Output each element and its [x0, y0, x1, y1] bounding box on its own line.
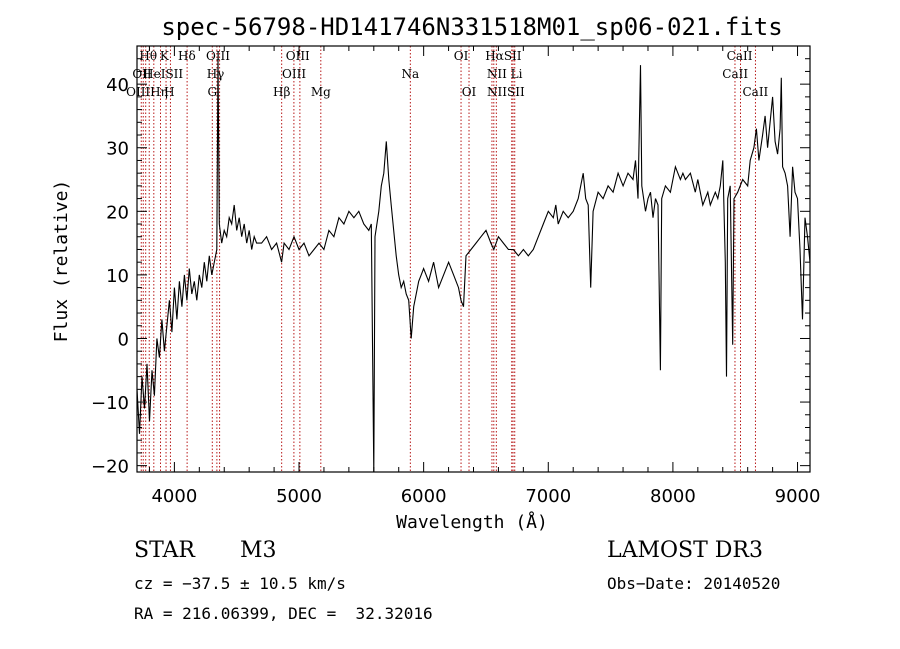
x-tick-label: 5000 — [276, 486, 322, 507]
line-marker-label: CaII — [742, 85, 768, 99]
y-tick-label: 40 — [106, 75, 129, 96]
spectrum-line — [136, 58, 811, 473]
redshift-velocity: cz = −37.5 ± 10.5 km/s — [134, 574, 346, 593]
chart-title: spec-56798-HD141746N331518M01_sp06-021.f… — [161, 13, 782, 41]
line-marker-label: OIIIHη — [126, 85, 168, 99]
y-tick-label: 0 — [118, 329, 129, 350]
line-marker-label: OI — [454, 49, 469, 63]
y-tick-label: 20 — [106, 202, 129, 223]
x-tick-label: 8000 — [650, 486, 696, 507]
line-marker-label: HeISII — [143, 67, 183, 81]
x-tick-label: 4000 — [151, 486, 197, 507]
line-marker-label: Hβ — [273, 85, 290, 99]
spectrum-chart: spec-56798-HD141746N331518M01_sp06-021.f… — [51, 13, 821, 533]
line-marker-label: Hθ — [139, 49, 157, 63]
line-marker-label: Mg — [311, 85, 331, 99]
coordinates: RA = 216.06399, DEC = 32.32016 — [134, 604, 433, 623]
line-marker-label: OIII — [286, 49, 310, 63]
line-marker-label: HαSII — [485, 49, 522, 63]
line-marker-label: NIISII — [487, 85, 525, 99]
line-marker-label: K — [160, 49, 170, 63]
y-tick-label: 30 — [106, 139, 129, 160]
line-marker-label: CaII — [722, 67, 748, 81]
observation-date: Obs−Date: 20140520 — [607, 574, 781, 593]
line-marker-label: OIII — [282, 67, 306, 81]
x-tick-label: 7000 — [525, 486, 571, 507]
object-class: STAR — [134, 538, 195, 563]
plot-frame — [136, 45, 811, 473]
line-marker-label: NII Li — [487, 67, 523, 81]
y-axis-title: Flux (relative) — [51, 180, 72, 343]
x-axis-title: Wavelength (Å) — [396, 511, 548, 533]
line-marker-label: OI — [462, 85, 477, 99]
line-markers — [140, 46, 756, 472]
x-axis: 4000 5000 6000 7000 8000 9000 — [148, 46, 821, 507]
line-marker-label: Hδ — [178, 49, 196, 63]
line-marker-label: G — [207, 85, 217, 99]
y-tick-label: −10 — [91, 393, 129, 414]
y-tick-label: −20 — [91, 457, 129, 478]
line-marker-label: CaII — [727, 49, 753, 63]
line-marker-label: H — [164, 85, 174, 99]
line-marker-label: OIII — [206, 49, 230, 63]
survey-name: LAMOST DR3 — [607, 538, 763, 563]
y-tick-label: 10 — [106, 266, 129, 287]
line-marker-label: Hγ — [207, 67, 225, 81]
x-tick-label: 6000 — [401, 486, 447, 507]
line-marker-label: Na — [401, 67, 419, 81]
x-tick-label: 9000 — [775, 486, 821, 507]
object-subclass: M3 — [240, 538, 277, 563]
y-axis: −20 −10 0 10 20 30 40 — [91, 45, 810, 478]
